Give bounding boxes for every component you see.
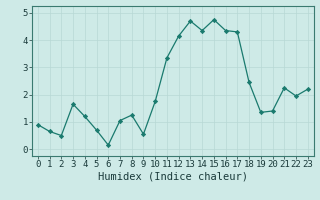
X-axis label: Humidex (Indice chaleur): Humidex (Indice chaleur) xyxy=(98,172,248,182)
